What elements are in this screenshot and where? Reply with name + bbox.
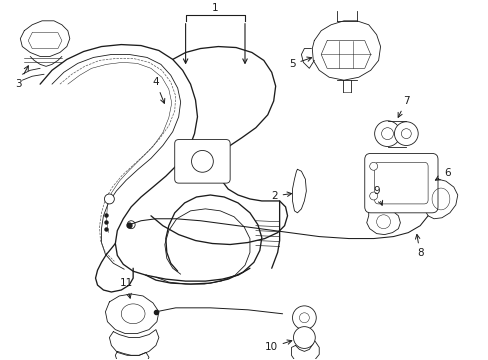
- Ellipse shape: [121, 304, 145, 324]
- FancyBboxPatch shape: [174, 140, 230, 183]
- Circle shape: [376, 215, 390, 229]
- Text: 7: 7: [397, 96, 409, 117]
- Text: 3: 3: [15, 66, 28, 89]
- Circle shape: [381, 128, 393, 140]
- Circle shape: [104, 194, 114, 204]
- Text: 10: 10: [264, 340, 291, 352]
- Text: 6: 6: [434, 168, 449, 180]
- Text: 2: 2: [270, 191, 291, 201]
- Circle shape: [374, 121, 400, 147]
- Text: 5: 5: [288, 57, 311, 69]
- Circle shape: [299, 313, 309, 323]
- Circle shape: [293, 327, 315, 348]
- FancyBboxPatch shape: [374, 162, 427, 204]
- Text: 9: 9: [372, 186, 382, 205]
- Text: 4: 4: [152, 77, 164, 103]
- Text: 8: 8: [415, 234, 423, 258]
- Text: 11: 11: [120, 278, 133, 298]
- FancyBboxPatch shape: [364, 153, 437, 213]
- Circle shape: [369, 162, 377, 170]
- Text: 1: 1: [212, 3, 218, 13]
- Circle shape: [369, 192, 377, 200]
- Circle shape: [292, 306, 316, 330]
- Circle shape: [401, 129, 410, 139]
- Circle shape: [394, 122, 417, 145]
- Circle shape: [191, 150, 213, 172]
